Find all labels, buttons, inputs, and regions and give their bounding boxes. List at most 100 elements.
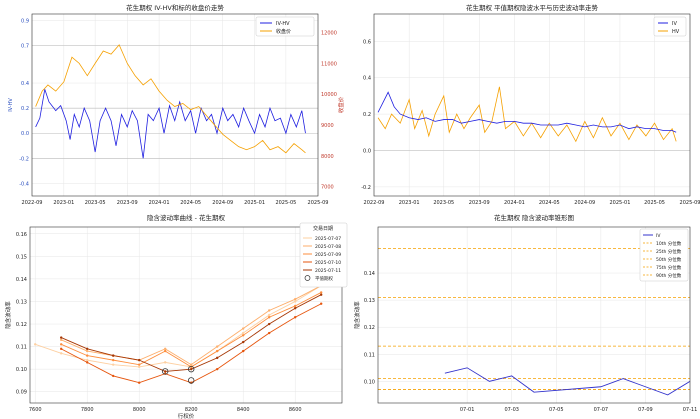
y-tick-label: 0.4 — [21, 81, 29, 87]
data-point — [242, 327, 245, 330]
data-point — [60, 336, 63, 339]
legend-label: 平值期权 — [315, 275, 333, 282]
series-line-0 — [35, 285, 322, 368]
y2-axis-label: 收盘价 — [337, 96, 345, 113]
data-point — [242, 331, 245, 335]
legend-box — [639, 228, 689, 282]
data-point — [60, 343, 63, 346]
x-tick-label: 2025-09 — [680, 200, 700, 206]
data-point — [190, 367, 193, 371]
legend-label: 90th 分位数 — [656, 272, 682, 279]
chart-iv-hv-price: 2022-09 2023-01 2023-05 2023-09 2024-01 2024-… — [8, 3, 345, 206]
data-point — [86, 354, 89, 357]
data-point — [242, 340, 245, 344]
chart-title: 花生期权 IV-HV和标的收盘价走势 — [126, 3, 224, 12]
legend-label: HV — [672, 29, 680, 35]
chart-title: 隐含波动率曲线 - 花生期权 — [147, 213, 225, 222]
legend-label: IV — [672, 21, 677, 27]
x-tick-label: 2022-09 — [22, 200, 43, 206]
data-point — [216, 356, 219, 360]
data-point — [138, 363, 141, 366]
data-point — [86, 347, 89, 351]
x-tick-label: 2024-09 — [212, 200, 233, 206]
data-point — [268, 322, 271, 326]
data-point — [164, 361, 167, 364]
y-tick-label: 0.2 — [363, 112, 371, 118]
data-point — [190, 363, 193, 366]
x-tick-label: 2023-09 — [469, 200, 490, 206]
chart-iv-hv-levels: 2022-09 2023-01 2023-05 2023-09 2024-01 2024-… — [361, 3, 700, 206]
x-tick-label: 8000 — [133, 407, 146, 413]
data-point — [138, 358, 141, 362]
y2-tick-label: 8000 — [321, 154, 334, 160]
x-tick-label: 2023-05 — [433, 200, 454, 206]
y2-tick-label: 7000 — [321, 185, 334, 191]
data-point — [242, 349, 245, 353]
data-point — [320, 302, 323, 305]
x-axis-label: 行权价 — [178, 412, 195, 419]
data-point — [34, 343, 37, 346]
data-point — [112, 354, 115, 357]
y-tick-label: 0.09 — [16, 390, 27, 396]
x-tick-label: 07-01 — [460, 407, 475, 413]
legend-label: 25th 分位数 — [656, 248, 682, 255]
x-tick-label: 7800 — [81, 407, 94, 413]
y-tick-label: 0.12 — [16, 322, 27, 328]
legend-label: 10th 分位数 — [656, 240, 682, 247]
x-tick-label: 2025-01 — [609, 200, 630, 206]
x-tick-label: 8200 — [185, 407, 198, 413]
series-line-0 — [444, 367, 691, 396]
y-tick-label: 0.9 — [21, 18, 29, 24]
legend-box — [653, 16, 687, 37]
y-tick-label: 0.14 — [16, 277, 27, 283]
data-point — [242, 334, 245, 337]
data-point — [164, 349, 167, 353]
chart-title: 花生期权 隐含波动率锥形图 — [494, 213, 574, 222]
y-tick-label: 0.13 — [16, 299, 27, 305]
x-tick-label: 07-07 — [594, 407, 609, 413]
x-tick-label: 2024-01 — [149, 200, 170, 206]
data-point — [268, 331, 271, 335]
data-point — [268, 313, 271, 317]
legend-title: 交易日期 — [313, 225, 333, 232]
y-tick-label: 0.11 — [16, 345, 27, 351]
legend-label: 收盘价 — [276, 28, 291, 35]
data-point — [294, 316, 297, 319]
plot-frame — [31, 13, 319, 197]
legend-label: 2025-07-11 — [315, 268, 341, 274]
data-point — [164, 370, 167, 373]
x-tick-label: 8400 — [237, 407, 250, 413]
data-point — [112, 363, 115, 366]
x-tick-label: 2025-09 — [308, 200, 329, 206]
y-tick-label: 0.0 — [21, 131, 29, 137]
x-tick-label: 2023-05 — [85, 200, 106, 206]
data-point — [86, 349, 89, 353]
legend-label: 2025-07-07 — [315, 236, 341, 242]
series-line-0 — [35, 89, 306, 159]
data-point — [268, 309, 271, 312]
y-tick-label: 0.16 — [16, 232, 27, 238]
data-point — [112, 374, 115, 378]
y-tick-label: 0.10 — [364, 379, 375, 385]
y2-tick-label: 12000 — [321, 31, 337, 37]
data-point — [216, 367, 219, 371]
chart-title: 花生期权 平值期权隐波水平与历史波动率走势 — [466, 3, 599, 12]
series-line-0 — [377, 91, 677, 133]
data-point — [86, 358, 89, 362]
y-tick-label: 0.7 — [21, 43, 29, 49]
legend-atm-swatch — [304, 275, 311, 281]
chart-iv-smile: 7600 7800 8000 8200 8400 8600 0.09 0.10 0.11 0.12… — [4, 213, 348, 419]
data-point — [294, 298, 297, 301]
y2-tick-label: 11000 — [321, 61, 337, 67]
data-point — [216, 349, 219, 353]
plot-frame — [29, 226, 343, 404]
data-point — [138, 381, 141, 384]
legend-label: 2025-07-09 — [315, 252, 341, 258]
x-tick-label: 7600 — [29, 407, 42, 413]
x-tick-label: 2024-05 — [539, 200, 560, 206]
y-tick-label: 0.13 — [364, 298, 375, 304]
y-axis-label: IV-HV — [8, 98, 14, 112]
legend-label: 50th 分位数 — [656, 256, 682, 263]
data-point — [294, 304, 297, 308]
y-tick-label: 0.11 — [364, 352, 375, 358]
